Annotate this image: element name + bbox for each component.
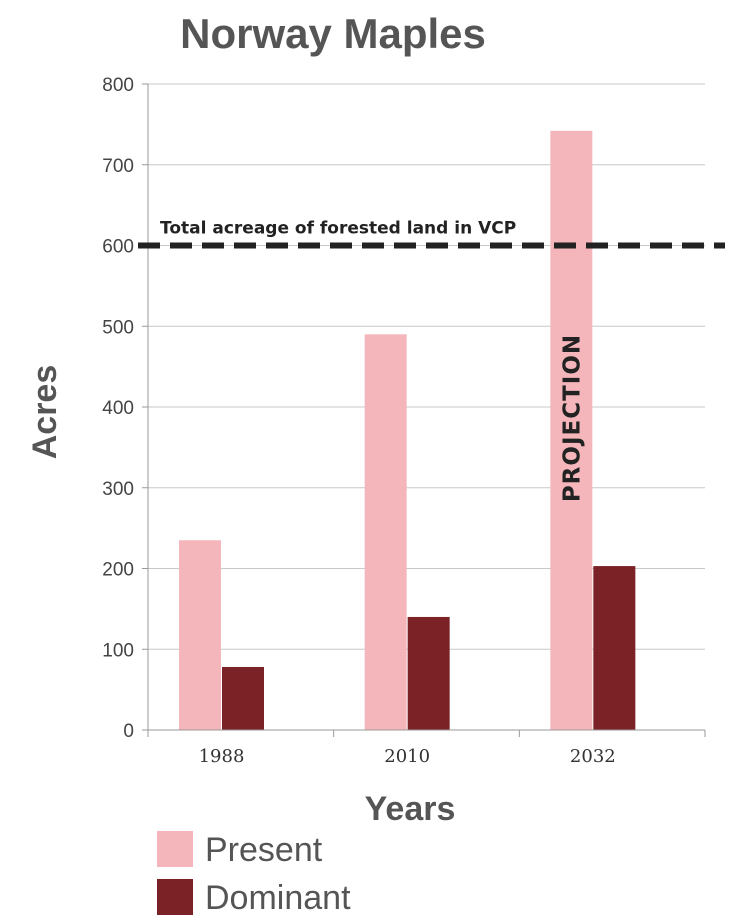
reference-line-label: Total acreage of forested land in VCP — [160, 219, 516, 239]
bar-present-2032 — [550, 130, 593, 730]
bar-dominant-1988 — [222, 667, 264, 730]
bar-dominant-2010 — [407, 616, 450, 730]
x-tick-label: 2032 — [570, 746, 616, 767]
y-tick-label: 800 — [102, 75, 134, 96]
legend-swatch-dominant — [157, 879, 193, 915]
y-axis-title: Acres — [26, 365, 64, 460]
legend: Present Dominant — [157, 831, 351, 917]
legend-label-dominant: Dominant — [205, 879, 351, 917]
y-tick-label: 500 — [102, 317, 134, 338]
y-tick-label: 400 — [102, 398, 134, 419]
projection-annotation: PROJECTION — [559, 334, 585, 502]
x-axis-title: Years — [365, 790, 456, 828]
x-tick-label: 2010 — [384, 746, 430, 767]
y-tick-label: 700 — [102, 156, 134, 177]
chart-title: Norway Maples — [180, 10, 486, 57]
x-tick-label: 1988 — [199, 746, 245, 767]
bar-dominant-2032 — [593, 566, 636, 730]
y-tick-label: 100 — [102, 640, 134, 661]
x-tick-labels: 1988 2010 2032 — [199, 746, 616, 767]
legend-label-present: Present — [205, 831, 323, 869]
y-tick-label: 200 — [102, 560, 134, 581]
bar-present-2010 — [364, 334, 407, 730]
legend-swatch-present — [157, 831, 193, 867]
bar-present-1988 — [179, 540, 221, 730]
y-tick-label: 600 — [102, 237, 134, 258]
axes — [142, 83, 706, 737]
y-tick-labels: 0 100 200 300 400 500 600 700 800 — [102, 75, 134, 742]
y-tick-label: 300 — [102, 479, 134, 500]
y-tick-label: 0 — [123, 721, 134, 742]
bars — [179, 130, 636, 730]
